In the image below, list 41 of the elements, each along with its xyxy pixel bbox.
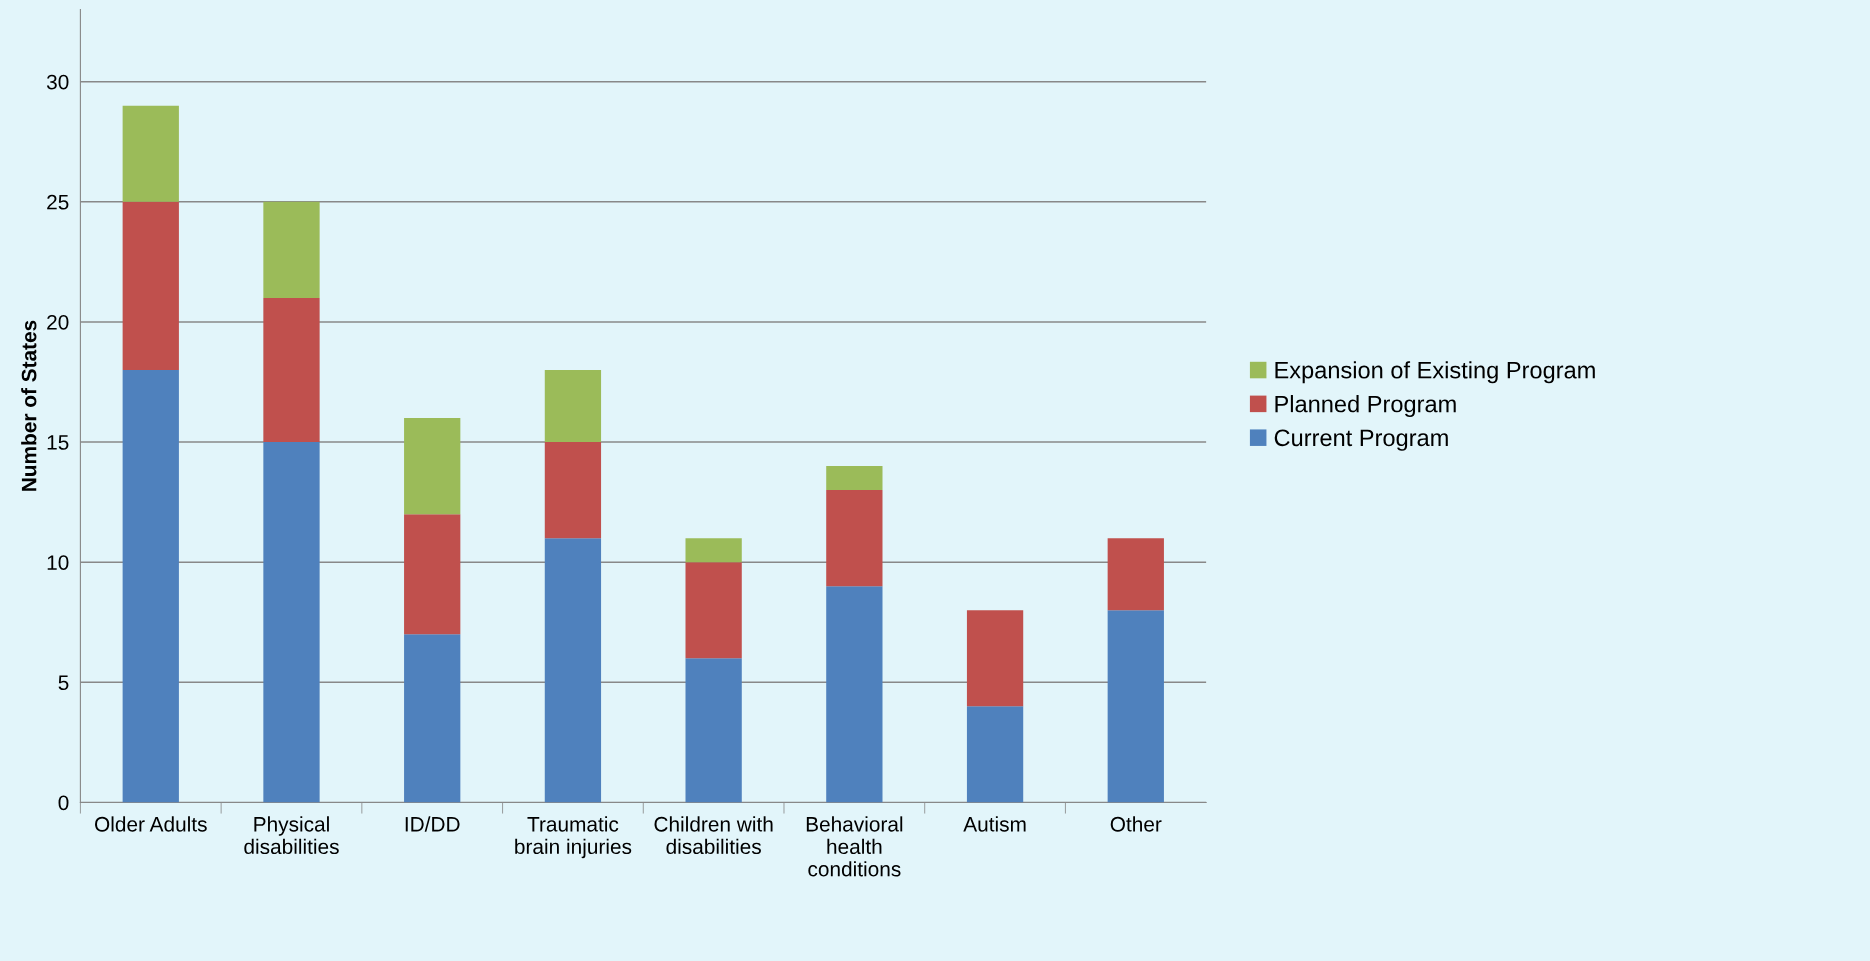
y-tick-label: 10 bbox=[47, 555, 69, 570]
x-tick-label: ID/DD bbox=[405, 816, 460, 832]
x-tick-label: Traumatic brain injuries bbox=[515, 816, 632, 859]
bar bbox=[966, 706, 1024, 803]
bar bbox=[404, 418, 461, 515]
bar bbox=[826, 490, 883, 587]
x-tick-label: Older Adults bbox=[95, 816, 207, 832]
bar bbox=[966, 610, 1024, 707]
y-tick-label: 30 bbox=[46, 74, 69, 90]
bar bbox=[544, 538, 602, 803]
y-tick-label: 5 bbox=[58, 675, 69, 691]
bar bbox=[263, 297, 320, 443]
bar bbox=[685, 658, 742, 803]
y-tick-label: 25 bbox=[47, 194, 69, 210]
y-tick-label: 20 bbox=[47, 314, 69, 330]
legend-label: Current Program bbox=[1274, 429, 1448, 451]
x-tick-label: Behavioral health conditions bbox=[806, 816, 903, 877]
legend-label: Expansion of Existing Program bbox=[1275, 361, 1595, 384]
bar bbox=[263, 442, 320, 803]
x-tick-label: Other bbox=[1110, 816, 1162, 832]
bar bbox=[685, 562, 742, 659]
bar bbox=[1107, 538, 1164, 611]
x-tick-label: Autism bbox=[963, 816, 1026, 832]
y-tick-label: 15 bbox=[47, 435, 69, 450]
bar bbox=[544, 442, 602, 539]
x-tick-label: Physical disabilities bbox=[244, 816, 339, 855]
bar bbox=[263, 201, 320, 298]
bar bbox=[1107, 610, 1164, 803]
legend-label: Planned Program bbox=[1275, 395, 1456, 418]
bar bbox=[826, 466, 883, 491]
y-axis-title: Number of States bbox=[21, 320, 37, 491]
bar bbox=[826, 586, 883, 803]
bar bbox=[685, 538, 742, 563]
bar bbox=[122, 369, 179, 803]
bar bbox=[122, 201, 179, 370]
bar bbox=[544, 369, 602, 443]
x-tick-label: Children with disabilities bbox=[654, 816, 773, 855]
bar bbox=[404, 514, 461, 635]
y-tick-label: 0 bbox=[58, 795, 69, 811]
bar bbox=[122, 105, 179, 202]
bar bbox=[404, 634, 461, 803]
